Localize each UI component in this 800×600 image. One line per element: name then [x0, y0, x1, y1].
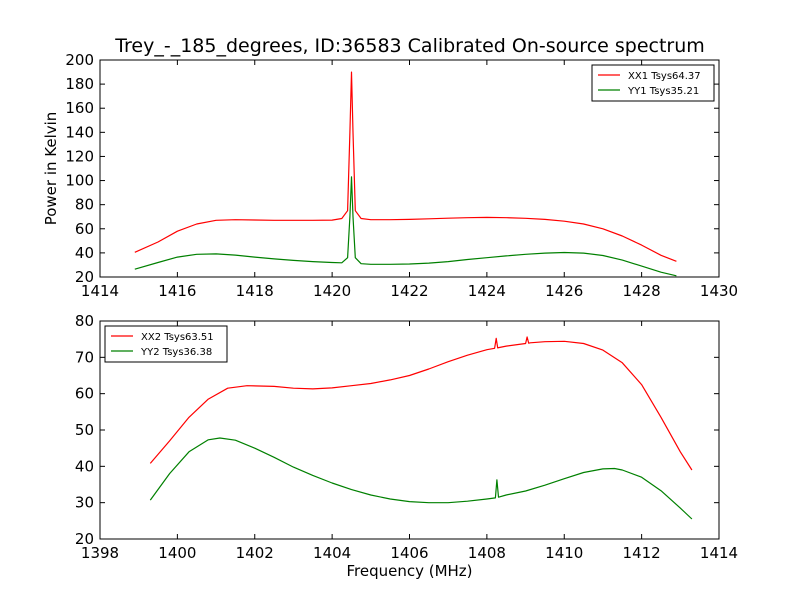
- x-tick-label: 1414: [81, 282, 119, 300]
- y-tick-label: 80: [75, 312, 94, 330]
- y-tick-label: 100: [65, 172, 94, 190]
- x-tick-label: 1408: [468, 544, 506, 562]
- y-tick-label: 180: [65, 75, 94, 93]
- series-line-xx2: [149, 336, 693, 471]
- y-tick-label: 40: [75, 244, 94, 262]
- legend-label: YY2 Tsys36.38: [140, 347, 212, 358]
- y-tick-label: 30: [75, 494, 94, 512]
- x-tick-label: 1420: [313, 282, 351, 300]
- y-axis-label: Power in Kelvin: [42, 112, 60, 226]
- y-tick-label: 140: [65, 123, 94, 141]
- legend-box: [591, 64, 715, 102]
- y-tick-label: 50: [75, 421, 94, 439]
- top-subplot: 1414 1416 1418 1420 1422 1424 1426 1428 1430 20 40…: [42, 51, 738, 300]
- y-tick-label: 80: [75, 196, 94, 214]
- y-tick-label: 160: [65, 99, 94, 117]
- legend: XX2 Tsys63.51 YY2 Tsys36.38: [104, 325, 228, 363]
- x-tick-label: 1404: [313, 544, 351, 562]
- y-tick-label: 20: [75, 530, 94, 548]
- legend-label: YY1 Tsys35.21: [627, 86, 699, 97]
- x-tick-label: 1412: [623, 544, 661, 562]
- series-line-yy2: [149, 437, 693, 520]
- figure-title: Trey_-_185_degrees, ID:36583 Calibrated …: [114, 35, 705, 57]
- series-line-xx1: [134, 71, 677, 262]
- y-tick-label: 60: [75, 220, 94, 238]
- x-tick-label: 1400: [158, 544, 196, 562]
- x-tick-label: 1422: [390, 282, 428, 300]
- legend-label: XX1 Tsys64.37: [628, 71, 701, 82]
- legend: XX1 Tsys64.37 YY1 Tsys35.21: [591, 64, 715, 102]
- y-tick-label: 120: [65, 147, 94, 165]
- y-tick-label: 40: [75, 457, 94, 475]
- x-tick-label: 1428: [623, 282, 661, 300]
- legend-label: XX2 Tsys63.51: [141, 332, 214, 343]
- series-line-yy1: [134, 176, 677, 277]
- x-tick-label: 1426: [545, 282, 583, 300]
- x-tick-label: 1402: [236, 544, 274, 562]
- y-tick-label: 70: [75, 348, 94, 366]
- y-tick-label: 200: [65, 51, 94, 69]
- x-tick-label: 1418: [236, 282, 274, 300]
- x-tick-label: 1430: [700, 282, 738, 300]
- legend-box: [104, 325, 228, 363]
- x-tick-label: 1424: [468, 282, 506, 300]
- x-tick-label: 1398: [81, 544, 119, 562]
- x-tick-label: 1416: [158, 282, 196, 300]
- x-tick-label: 1410: [545, 544, 583, 562]
- x-tick-label: 1406: [390, 544, 428, 562]
- x-tick-label: 1414: [700, 544, 738, 562]
- x-axis-label: Frequency (MHz): [346, 562, 472, 580]
- y-tick-label: 20: [75, 268, 94, 286]
- bottom-subplot: 1398 1400 1402 1404 1406 1408 1410 1412 1414 20 30…: [75, 312, 738, 580]
- y-tick-label: 60: [75, 385, 94, 403]
